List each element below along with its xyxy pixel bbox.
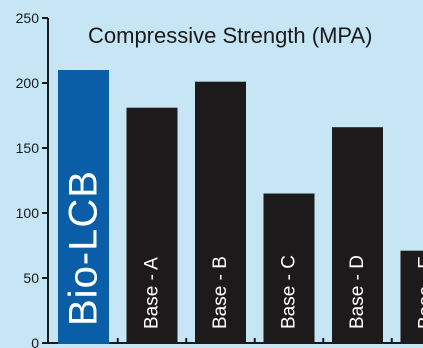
bar [332, 127, 383, 344]
y-tick-label: 0 [31, 335, 39, 348]
y-tick-label: 150 [16, 140, 40, 156]
bar-label: Bio-LCB [62, 170, 106, 326]
bar [195, 81, 246, 344]
y-tick-label: 50 [23, 270, 39, 286]
bar-label: Base - B [210, 256, 231, 329]
bars: Bio-LCB Base - A Base - B Base - C Base - D B… [58, 70, 423, 344]
bar [400, 250, 423, 344]
bar [126, 107, 178, 344]
bar-label: Base - E [416, 256, 423, 329]
chart-title: Compressive Strength (MPA) [88, 23, 372, 48]
y-tick-label: 100 [16, 205, 40, 221]
bar [263, 193, 315, 344]
y-tick-label: 250 [16, 10, 40, 26]
bar-label: Base - A [142, 257, 163, 329]
y-tick-label: 200 [16, 75, 40, 91]
bar [58, 70, 109, 344]
bar-label: Base - C [279, 255, 300, 329]
bar-label: Base - D [347, 255, 368, 329]
